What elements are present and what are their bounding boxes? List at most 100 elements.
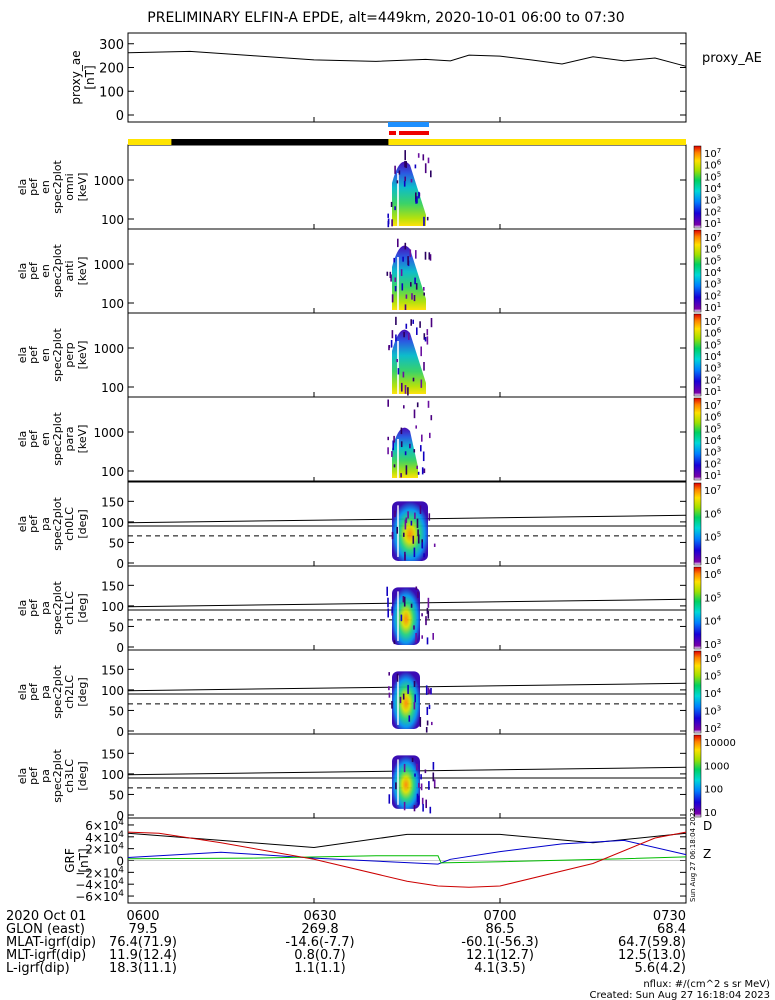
y-tick-label: −6×104 [75, 889, 124, 904]
spectrogram-blob [392, 161, 426, 226]
speckle [387, 608, 389, 618]
data-gap [397, 341, 399, 394]
colorbar-tick-label: 102 [704, 289, 721, 302]
y-axis-label-4: ch0LC [63, 507, 76, 541]
colorbar-tick-label: 105 [704, 422, 721, 435]
footer-row-value: 0600 [126, 909, 159, 924]
colorbar-tick-label: 104 [704, 266, 722, 279]
data-gap [397, 257, 399, 310]
speckle [412, 377, 415, 382]
speckle [413, 681, 416, 687]
colorbar-tick-label: 104 [704, 554, 722, 567]
speckle [396, 180, 399, 184]
speckle [419, 717, 422, 727]
y-axis-label-0: ela [16, 179, 29, 196]
speckle [388, 692, 391, 698]
colorbar-tick-label: 106 [704, 652, 722, 665]
speckle [423, 287, 425, 291]
y-tick-label: 0 [116, 809, 124, 823]
speckle [405, 465, 408, 475]
speckle [420, 445, 422, 452]
colorbar [693, 482, 702, 566]
colorbar-tick-label: 105 [704, 670, 721, 683]
footer-row-value: 64.7(59.8) [618, 935, 686, 950]
colorbar-tick-label: 102 [704, 457, 721, 470]
speckle [432, 762, 435, 770]
speckle [391, 330, 394, 339]
speckle [392, 440, 394, 451]
y-tick-label: 300 [99, 38, 124, 53]
y-axis-label-5: [keV] [76, 257, 89, 286]
speckle [402, 693, 405, 700]
y-axis-label-3: spec2plot [51, 665, 64, 719]
colorbar-tick-label: 106 [704, 507, 722, 520]
colorbar-tick-label: 103 [704, 638, 721, 651]
speckle [410, 282, 412, 287]
colorbar-tick-label: 106 [704, 159, 722, 172]
speckle [415, 283, 418, 290]
speckle [394, 206, 396, 211]
colorbar-tick-label: 106 [704, 568, 722, 581]
data-gap [397, 675, 399, 725]
speckle [425, 616, 427, 626]
colorbar-tick-label: 103 [704, 194, 721, 207]
footer-row-value: 76.4(71.9) [109, 935, 177, 950]
y-axis-label-0: ela [16, 263, 29, 280]
speckle [415, 425, 417, 429]
y-axis-label-2: pa [39, 517, 52, 531]
y-axis-label-3: spec2plot [51, 749, 64, 803]
speckle [402, 256, 404, 262]
speckle [427, 687, 430, 694]
colorbar-tick-label: 101 [704, 469, 721, 482]
speckle [387, 597, 389, 608]
legend-d: D [703, 819, 712, 833]
speckle [393, 464, 396, 468]
speckle [423, 468, 426, 474]
speckle [426, 720, 429, 726]
speckle [413, 702, 416, 710]
y-tick-label: 200 [99, 62, 124, 77]
speckle [411, 293, 413, 300]
panel-proxy-ae: 300 200 100 0 proxy_AE proxy_ae [nT] [69, 32, 762, 124]
colorbar-tick-label: 103 [704, 278, 721, 291]
colorbar-tick-label: 101 [704, 385, 721, 398]
speckle [388, 345, 391, 349]
colorbar-tick-label: 103 [704, 446, 721, 459]
y-axis-label-0: ela [16, 768, 29, 785]
y-axis-label-0: ela [16, 516, 29, 533]
speckle [425, 727, 428, 733]
colorbar-tick-label: 104 [704, 350, 722, 363]
y-axis-label-4: para [63, 427, 76, 452]
speckle [422, 154, 425, 161]
speckle [432, 772, 435, 782]
speckle [388, 794, 391, 804]
y-axis-label-5: [deg] [76, 761, 89, 790]
colorbar-tick-label: 107 [704, 315, 721, 328]
y-tick-label: 100 [101, 213, 124, 227]
y-tick-label: 50 [109, 704, 124, 718]
speckle [420, 774, 422, 780]
speckle [415, 192, 417, 202]
y-axis-label-5: [keV] [76, 173, 89, 202]
colorbar-tick-label: 106 [704, 243, 722, 256]
y-tick-label: 1000 [93, 174, 124, 188]
speckle [387, 220, 390, 228]
y-axis-label: proxy_ae [69, 50, 83, 104]
speckle [421, 797, 424, 805]
spectrogram-blob [392, 245, 426, 310]
y-axis-label-4: omni [63, 173, 76, 200]
footnote-units: nflux: #/(cm^2 s sr MeV) [643, 979, 770, 990]
y-axis-label-2: en [39, 348, 52, 362]
speckle [426, 607, 429, 614]
y-tick-label: 100 [99, 85, 124, 100]
footer-row-value: 0630 [303, 909, 336, 924]
speckle [404, 451, 407, 456]
speckle [404, 242, 407, 250]
series-proxy-ae-line [127, 50, 687, 67]
speckle [415, 633, 417, 643]
colorbar-tick-label: 106 [704, 411, 722, 424]
speckle [415, 250, 417, 259]
colorbar-tick-label: 1000 [704, 761, 729, 772]
